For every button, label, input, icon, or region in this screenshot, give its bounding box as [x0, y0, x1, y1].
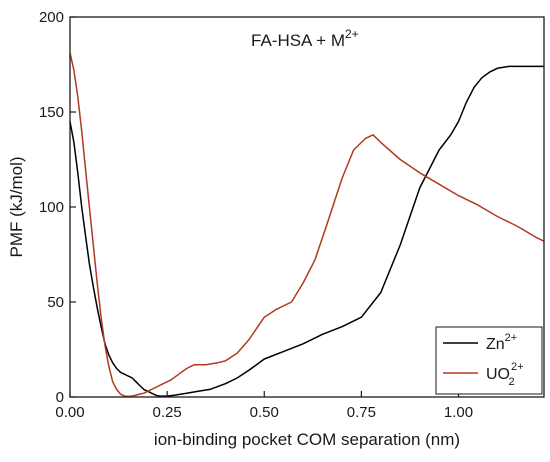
y-tick-label: 150: [39, 104, 64, 121]
y-tick-label: 0: [56, 389, 64, 406]
legend-label-zn: Zn2+: [486, 332, 517, 353]
x-tick-label: 0.25: [153, 404, 182, 421]
x-axis-title: ion-binding pocket COM separation (nm): [154, 430, 460, 449]
x-tick-label: 0.50: [250, 404, 279, 421]
y-axis-title: PMF (kJ/mol): [7, 156, 26, 257]
y-tick-label: 200: [39, 9, 64, 26]
x-tick-label: 0.00: [55, 404, 84, 421]
series-line-1: [69, 52, 545, 398]
legend-label-uo2-sup: 2+: [511, 361, 524, 373]
legend-label-zn-sup: 2+: [505, 332, 518, 344]
legend-label-uo2: UO2+ 2: [486, 361, 524, 388]
y-tick-label: 50: [47, 294, 64, 311]
legend-box: [435, 326, 543, 395]
x-tick-label: 1.00: [444, 404, 473, 421]
x-tick-label: 0.75: [347, 404, 376, 421]
series-lines: [69, 52, 545, 398]
legend-label-zn-main: Zn: [486, 336, 505, 353]
legend: Zn2+ UO2+ 2: [435, 326, 543, 395]
axis-ticks: 0.00 0.25 0.50 0.75 1.00 0 50 100 150 200: [39, 9, 473, 421]
y-tick-label: 100: [39, 199, 64, 216]
legend-label-uo2-sub: 2: [509, 376, 515, 388]
legend-label-uo2-main: UO: [486, 366, 510, 383]
chart-annotation-sup: 2+: [345, 27, 359, 41]
chart-annotation: FA-HSA + M2+: [251, 27, 359, 50]
chart-annotation-main: FA-HSA + M: [251, 31, 345, 50]
